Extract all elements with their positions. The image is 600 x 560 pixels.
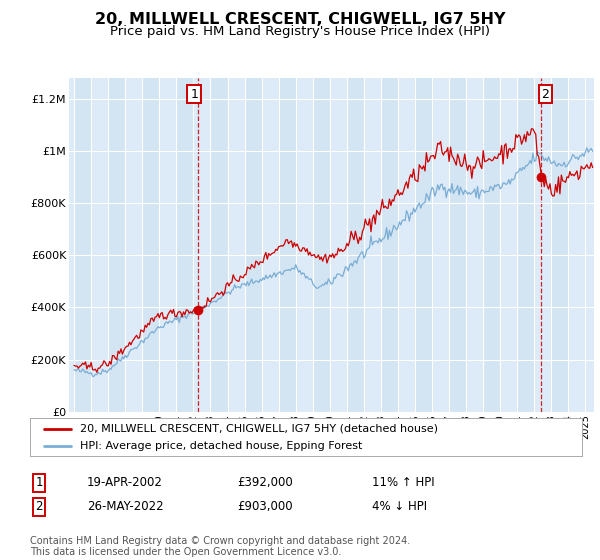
- Text: 20, MILLWELL CRESCENT, CHIGWELL, IG7 5HY: 20, MILLWELL CRESCENT, CHIGWELL, IG7 5HY: [95, 12, 505, 27]
- Bar: [176, 78, 193, 412]
- Bar: [449, 78, 466, 412]
- Text: 2: 2: [35, 500, 43, 514]
- Bar: [551, 78, 568, 412]
- Text: 26-MAY-2022: 26-MAY-2022: [87, 500, 164, 514]
- Bar: [278, 78, 296, 412]
- Text: 1: 1: [190, 87, 198, 100]
- Bar: [74, 78, 91, 412]
- Text: 20, MILLWELL CRESCENT, CHIGWELL, IG7 5HY (detached house): 20, MILLWELL CRESCENT, CHIGWELL, IG7 5HY…: [80, 423, 437, 433]
- Text: 11% ↑ HPI: 11% ↑ HPI: [372, 476, 434, 489]
- Text: £903,000: £903,000: [237, 500, 293, 514]
- Text: 19-APR-2002: 19-APR-2002: [87, 476, 163, 489]
- Text: £392,000: £392,000: [237, 476, 293, 489]
- Bar: [347, 78, 364, 412]
- Text: Price paid vs. HM Land Registry's House Price Index (HPI): Price paid vs. HM Land Registry's House …: [110, 25, 490, 38]
- Bar: [211, 78, 227, 412]
- Bar: [245, 78, 262, 412]
- Bar: [483, 78, 500, 412]
- Text: 2: 2: [541, 87, 550, 100]
- Bar: [517, 78, 535, 412]
- Bar: [313, 78, 330, 412]
- Bar: [108, 78, 125, 412]
- Text: Contains HM Land Registry data © Crown copyright and database right 2024.
This d: Contains HM Land Registry data © Crown c…: [30, 535, 410, 557]
- Bar: [381, 78, 398, 412]
- Bar: [142, 78, 160, 412]
- Text: 1: 1: [35, 476, 43, 489]
- Bar: [415, 78, 432, 412]
- Text: HPI: Average price, detached house, Epping Forest: HPI: Average price, detached house, Eppi…: [80, 441, 362, 451]
- Text: 4% ↓ HPI: 4% ↓ HPI: [372, 500, 427, 514]
